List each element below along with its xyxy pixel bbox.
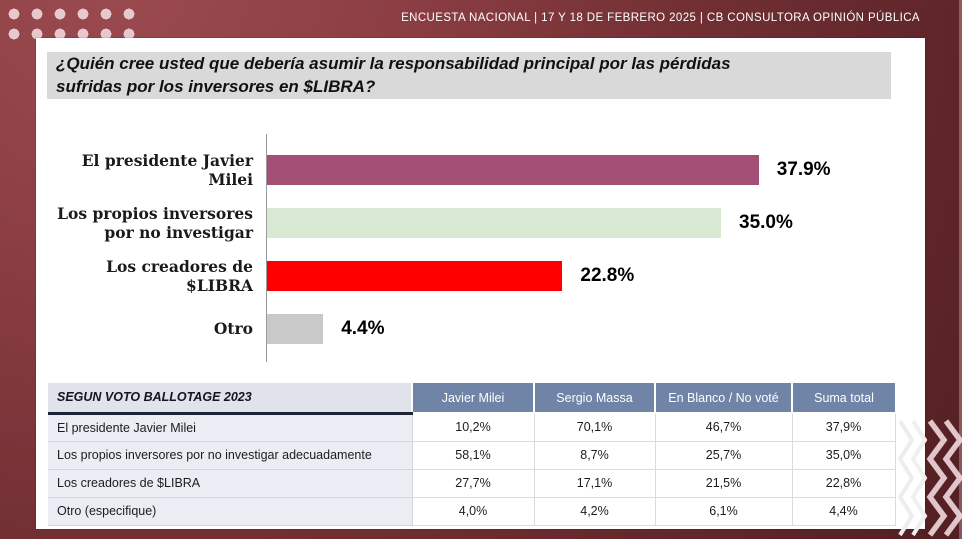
chart-bar-row: Otro 4.4% — [56, 302, 886, 355]
bar-category-label: Otro — [213, 319, 253, 338]
table-row-label: El presidente Javier Milei — [48, 412, 413, 442]
table-header-row: SEGUN VOTO BALLOTAGE 2023 Javier Milei Se… — [48, 383, 895, 415]
bar — [266, 154, 759, 185]
bar-chart: El presidente Javier Milei 37.9% Los propi… — [56, 134, 886, 362]
table-cell-value: 22,8% — [791, 468, 896, 498]
table-column-header: En Blanco / No voté — [654, 383, 792, 414]
table-cell-value: 70,1% — [533, 412, 656, 442]
table-row: Otro (especifique) 4,0% 4,2% 6,1% 4,4% — [48, 496, 896, 526]
table-row-label: Los creadores de $LIBRA — [48, 468, 413, 498]
table-cell-value: 4,2% — [533, 496, 656, 526]
content-card: ¿Quién cree usted que debería asumir la … — [36, 38, 925, 529]
table-row: Los propios inversores por no investigar… — [48, 440, 896, 470]
table-row: Los creadores de $LIBRA 27,7% 17,1% 21,5% 22… — [48, 468, 896, 498]
bar-value-label: 37.9% — [776, 158, 831, 180]
chart-rows: El presidente Javier Milei 37.9% Los propi… — [56, 143, 886, 355]
bar-area: 37.9% — [266, 154, 831, 185]
table-cell-value: 21,5% — [654, 468, 793, 498]
table-row-label: Los propios inversores por no investigar… — [48, 440, 413, 470]
table-cell-value: 27,7% — [411, 468, 535, 498]
bar-category-label: Los creadores de $LIBRA — [106, 256, 253, 295]
table-column-header: Sergio Massa — [533, 383, 655, 414]
bar-category-label: El presidente Javier Milei — [81, 150, 253, 189]
right-edge-strip — [959, 0, 962, 539]
chevron-decoration — [897, 419, 962, 537]
table-cell-value: 10,2% — [411, 412, 535, 442]
question-title: ¿Quién cree usted que debería asumir la … — [47, 52, 891, 99]
bar-area: 22.8% — [266, 260, 635, 291]
table-corner-label: SEGUN VOTO BALLOTAGE 2023 — [48, 383, 413, 415]
bar-category-label: Los propios inversores por no investigar — [57, 203, 253, 242]
bar — [266, 313, 324, 344]
table-column-header: Suma total — [791, 383, 895, 414]
chart-bar-row: Los propios inversores por no investigar… — [56, 196, 886, 249]
bar-area: 35.0% — [266, 207, 793, 238]
table-cell-value: 37,9% — [791, 412, 896, 442]
chart-bar-row: Los creadores de $LIBRA 22.8% — [56, 249, 886, 302]
table-cell-value: 35,0% — [791, 440, 896, 470]
header-banner-text: ENCUESTA NACIONAL | 17 Y 18 DE FEBRERO 2… — [401, 12, 920, 24]
bar-value-label: 35.0% — [739, 211, 793, 233]
bar — [266, 207, 721, 238]
bar-area: 4.4% — [266, 313, 385, 344]
table-cell-value: 58,1% — [411, 440, 535, 470]
table-cell-value: 8,7% — [533, 440, 656, 470]
table-cell-value: 46,7% — [654, 412, 793, 442]
table-row: El presidente Javier Milei 10,2% 70,1% 46,7… — [48, 412, 896, 442]
table-cell-value: 25,7% — [654, 440, 793, 470]
bar — [266, 260, 563, 291]
table-cell-value: 17,1% — [533, 468, 656, 498]
table-cell-value: 4,4% — [791, 496, 896, 526]
table-row-label: Otro (especifique) — [48, 496, 413, 526]
table-cell-value: 6,1% — [654, 496, 793, 526]
bar-value-label: 22.8% — [580, 264, 635, 286]
chart-axis-line — [266, 134, 267, 362]
table-column-header: Javier Milei — [411, 383, 534, 414]
chart-bar-row: El presidente Javier Milei 37.9% — [56, 143, 886, 196]
crosstab-table: SEGUN VOTO BALLOTAGE 2023 Javier Milei Se… — [48, 383, 896, 526]
table-cell-value: 4,0% — [411, 496, 535, 526]
table-body: El presidente Javier Milei 10,2% 70,1% 46,7… — [48, 412, 896, 526]
bar-value-label: 4.4% — [341, 317, 385, 339]
